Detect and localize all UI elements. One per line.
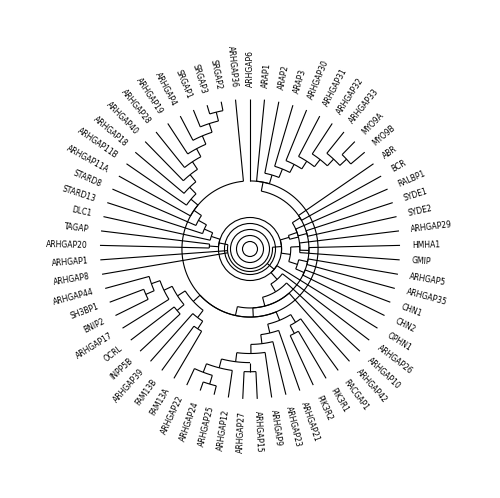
Text: OPHN1: OPHN1 [386, 331, 413, 353]
Text: TAGAP: TAGAP [64, 222, 90, 234]
Text: ARHGAP15: ARHGAP15 [254, 411, 264, 453]
Text: ARHGAP5: ARHGAP5 [409, 272, 447, 287]
Text: STARD13: STARD13 [62, 184, 98, 203]
Text: BCR: BCR [390, 159, 407, 174]
Text: MYO9A: MYO9A [360, 111, 385, 136]
Text: RALBP1: RALBP1 [397, 168, 427, 188]
Text: ARHGAP31: ARHGAP31 [322, 66, 348, 108]
Text: CHN2: CHN2 [394, 317, 416, 334]
Text: ARHGAP26: ARHGAP26 [376, 344, 414, 376]
Text: ARHGAP6: ARHGAP6 [246, 50, 254, 87]
Text: ARHGAP42: ARHGAP42 [354, 368, 388, 404]
Text: DLC1: DLC1 [71, 205, 92, 219]
Text: ARHGAP39: ARHGAP39 [112, 368, 146, 405]
Text: ARHGAP28: ARHGAP28 [119, 87, 152, 125]
Text: ARHGAP4: ARHGAP4 [154, 71, 178, 108]
Text: ARHGAP36: ARHGAP36 [226, 46, 239, 88]
Text: ARHGAP33: ARHGAP33 [348, 87, 381, 125]
Text: SYDE1: SYDE1 [402, 187, 429, 203]
Text: ARHGAP12: ARHGAP12 [216, 409, 231, 451]
Text: ARHGAP1: ARHGAP1 [51, 256, 88, 268]
Text: ARHGAP8: ARHGAP8 [53, 272, 91, 287]
Text: SH3BP1: SH3BP1 [69, 302, 100, 321]
Text: SRGAP1: SRGAP1 [173, 69, 193, 101]
Text: ARHGAP22: ARHGAP22 [160, 394, 186, 436]
Text: INPP5B: INPP5B [108, 356, 134, 381]
Text: PIK3R2: PIK3R2 [314, 394, 334, 422]
Text: ARHGAP29: ARHGAP29 [410, 220, 453, 234]
Text: GMIP: GMIP [412, 256, 432, 266]
Text: BNIP2: BNIP2 [82, 317, 106, 335]
Text: ARHGAP35: ARHGAP35 [405, 287, 448, 307]
Text: FAM13B: FAM13B [134, 377, 158, 407]
Text: ARHGAP25: ARHGAP25 [197, 405, 216, 448]
Text: ARHGAP10: ARHGAP10 [366, 356, 403, 391]
Text: CHN1: CHN1 [400, 302, 423, 318]
Text: STARD8: STARD8 [72, 168, 103, 188]
Text: MYO9B: MYO9B [371, 124, 397, 148]
Text: ARHGAP24: ARHGAP24 [178, 400, 201, 443]
Text: ARHGAP30: ARHGAP30 [307, 58, 331, 101]
Text: SRGAP2: SRGAP2 [208, 59, 224, 91]
Text: ARHGAP18: ARHGAP18 [92, 114, 129, 148]
Text: ARHGAP9: ARHGAP9 [269, 409, 283, 447]
Text: ARHGAP20: ARHGAP20 [46, 240, 88, 249]
Text: ARHGAP27: ARHGAP27 [236, 411, 246, 453]
Text: ARHGAP23: ARHGAP23 [284, 405, 303, 448]
Text: ABR: ABR [381, 144, 399, 161]
Text: ARHGAP40: ARHGAP40 [104, 100, 140, 136]
Text: RACGAP1: RACGAP1 [342, 377, 370, 412]
Text: ARHGAP11B: ARHGAP11B [76, 126, 119, 161]
Text: SRGAP3: SRGAP3 [190, 63, 208, 95]
Text: ARAP3: ARAP3 [292, 68, 308, 95]
Text: FAM13A: FAM13A [148, 386, 172, 417]
Text: HMHA1: HMHA1 [412, 240, 440, 249]
Text: ARHGAP32: ARHGAP32 [335, 76, 366, 116]
Text: ARHGAP11A: ARHGAP11A [65, 143, 110, 174]
Text: ARHGAP21: ARHGAP21 [300, 400, 322, 443]
Text: ARHGAP19: ARHGAP19 [134, 76, 165, 116]
Text: PIK3R1: PIK3R1 [328, 386, 349, 414]
Text: ARAP2: ARAP2 [276, 65, 290, 91]
Text: SYDE2: SYDE2 [408, 204, 434, 219]
Text: ARHGAP17: ARHGAP17 [74, 331, 114, 361]
Text: OCRL: OCRL [102, 344, 124, 364]
Text: ARAP1: ARAP1 [261, 62, 272, 88]
Text: ARHGAP44: ARHGAP44 [52, 287, 95, 307]
